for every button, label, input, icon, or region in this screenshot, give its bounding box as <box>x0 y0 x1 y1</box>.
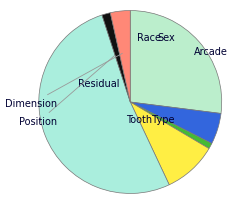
Text: Sex: Sex <box>158 33 175 43</box>
Text: Arcade: Arcade <box>194 47 228 57</box>
Wedge shape <box>110 11 130 102</box>
Wedge shape <box>130 11 222 113</box>
Wedge shape <box>130 102 209 185</box>
Wedge shape <box>130 102 212 149</box>
Wedge shape <box>102 13 130 102</box>
Text: Residual: Residual <box>78 79 119 89</box>
Wedge shape <box>130 102 221 144</box>
Text: Race: Race <box>137 33 161 43</box>
Text: Dimension: Dimension <box>5 53 122 109</box>
Wedge shape <box>39 15 169 193</box>
Text: Position: Position <box>19 55 115 127</box>
Text: ToothType: ToothType <box>126 115 175 125</box>
